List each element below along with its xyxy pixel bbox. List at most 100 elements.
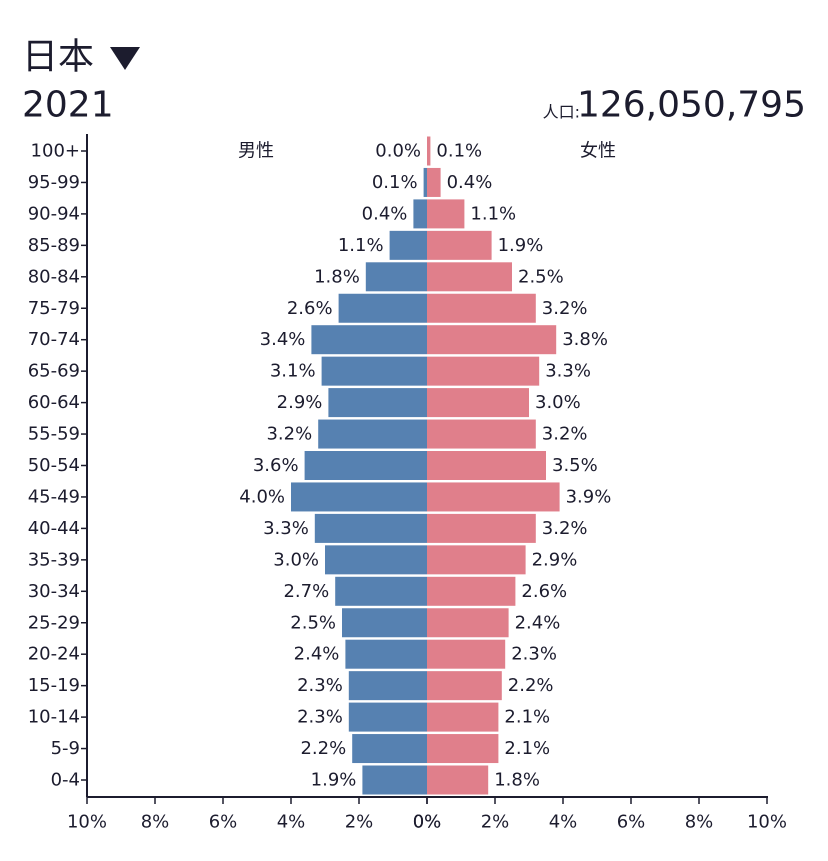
value-label: 3.2% [266,424,312,445]
x-tick-label: 4% [277,812,306,833]
value-label: 1.8% [494,770,540,791]
y-tick-label: 100+ [31,141,80,162]
bar [427,639,506,669]
y-tick-label: 75-79 [28,298,80,319]
value-label: 2.3% [297,707,343,728]
value-label: 2.1% [504,707,550,728]
x-tick-label: 0% [413,812,442,833]
bar [427,419,536,449]
y-tick-label: 55-59 [28,424,80,445]
country-title: 日本 [22,37,94,78]
bar [427,482,560,512]
bar [427,608,509,638]
value-label: 3.3% [263,518,309,539]
value-label: 1.8% [314,266,360,287]
dropdown-arrow[interactable] [110,47,140,70]
bar [318,419,427,449]
value-label: 3.2% [542,298,588,319]
value-label: 0.0% [375,141,421,162]
bar [352,734,427,764]
x-tick-label: 4% [549,812,578,833]
bar [291,482,427,512]
x-tick-label: 2% [481,812,510,833]
value-label: 0.1% [436,141,482,162]
y-tick-label: 25-29 [28,612,80,633]
value-label: 3.0% [535,392,581,413]
value-label: 2.6% [521,581,567,602]
y-tick-label: 65-69 [28,361,80,382]
y-tick-label: 45-49 [28,486,80,507]
bar [321,356,427,386]
bar [335,576,427,606]
bar [427,325,557,355]
value-label: 2.7% [283,581,329,602]
value-label: 3.2% [542,518,588,539]
bar [427,356,540,386]
value-label: 1.1% [470,203,516,224]
x-tick-label: 6% [209,812,238,833]
value-label: 2.3% [297,675,343,696]
y-tick-label: 35-39 [28,549,80,570]
bar [348,702,427,732]
value-label: 4.0% [239,486,285,507]
y-tick-label: 40-44 [28,518,80,539]
bar [304,451,427,480]
y-tick-label: 95-99 [28,172,80,193]
value-label: 0.1% [372,172,418,193]
y-tick-label: 90-94 [28,203,80,224]
bar [427,262,512,292]
value-label: 2.4% [294,644,340,665]
value-label: 3.9% [566,486,612,507]
population-label: 人口: [543,103,580,122]
value-label: 2.4% [515,612,561,633]
bar [342,608,427,638]
value-label: 3.8% [562,329,608,350]
value-label: 2.5% [290,612,336,633]
bar [427,136,431,166]
bar [427,388,529,418]
y-tick-label: 0-4 [51,770,80,791]
value-label: 3.4% [260,329,306,350]
value-label: 3.5% [552,455,598,476]
bar [362,765,427,795]
bar [427,734,499,764]
bar [427,671,502,701]
y-tick-label: 70-74 [28,329,80,350]
x-tick-label: 2% [345,812,374,833]
bar [345,639,427,669]
y-tick-label: 20-24 [28,644,80,665]
year: 2021 [22,85,114,126]
bar [427,576,516,606]
bar [427,451,546,480]
bar [427,545,526,575]
value-label: 3.2% [542,424,588,445]
bar [314,513,427,543]
value-label: 2.5% [518,266,564,287]
value-label: 3.1% [270,361,316,382]
bar [427,230,492,260]
y-tick-label: 85-89 [28,235,80,256]
bar [348,671,427,701]
x-tick-label: 8% [141,812,170,833]
value-label: 2.2% [508,675,554,696]
value-label: 0.4% [362,203,408,224]
value-label: 3.3% [545,361,591,382]
value-label: 2.6% [287,298,333,319]
bar [338,293,427,323]
y-tick-label: 10-14 [28,707,80,728]
bar [328,388,427,418]
bar [413,199,427,229]
y-tick-label: 5-9 [51,738,80,759]
bar [365,262,427,292]
value-label: 3.0% [273,549,319,570]
bar [427,167,441,197]
bar [427,765,489,795]
value-label: 2.3% [511,644,557,665]
x-tick-label: 8% [685,812,714,833]
bar [325,545,427,575]
value-label: 2.9% [532,549,578,570]
y-tick-label: 80-84 [28,266,80,287]
bar [427,293,536,323]
value-label: 1.9% [498,235,544,256]
